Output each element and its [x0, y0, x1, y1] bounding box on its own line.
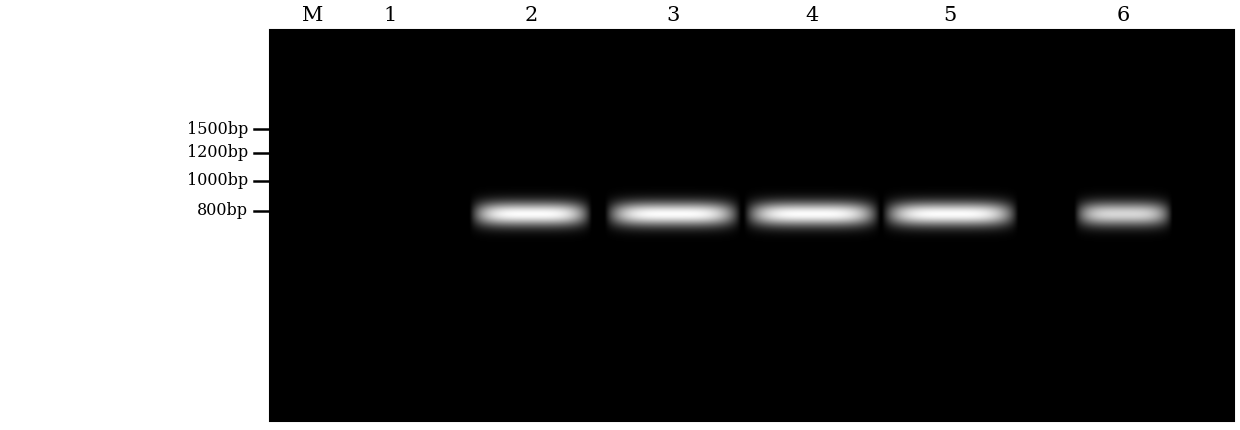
- Text: 4: 4: [806, 6, 818, 25]
- Text: 1500bp: 1500bp: [187, 120, 248, 138]
- Text: 1200bp: 1200bp: [187, 144, 248, 161]
- Bar: [270, 30, 1234, 421]
- Text: 2: 2: [525, 6, 537, 25]
- Text: 1000bp: 1000bp: [187, 172, 248, 189]
- Text: 3: 3: [667, 6, 680, 25]
- Text: 1: 1: [384, 6, 397, 25]
- Text: 800bp: 800bp: [197, 202, 248, 219]
- Text: 5: 5: [944, 6, 956, 25]
- Text: 6: 6: [1117, 6, 1130, 25]
- Text: M: M: [301, 6, 324, 25]
